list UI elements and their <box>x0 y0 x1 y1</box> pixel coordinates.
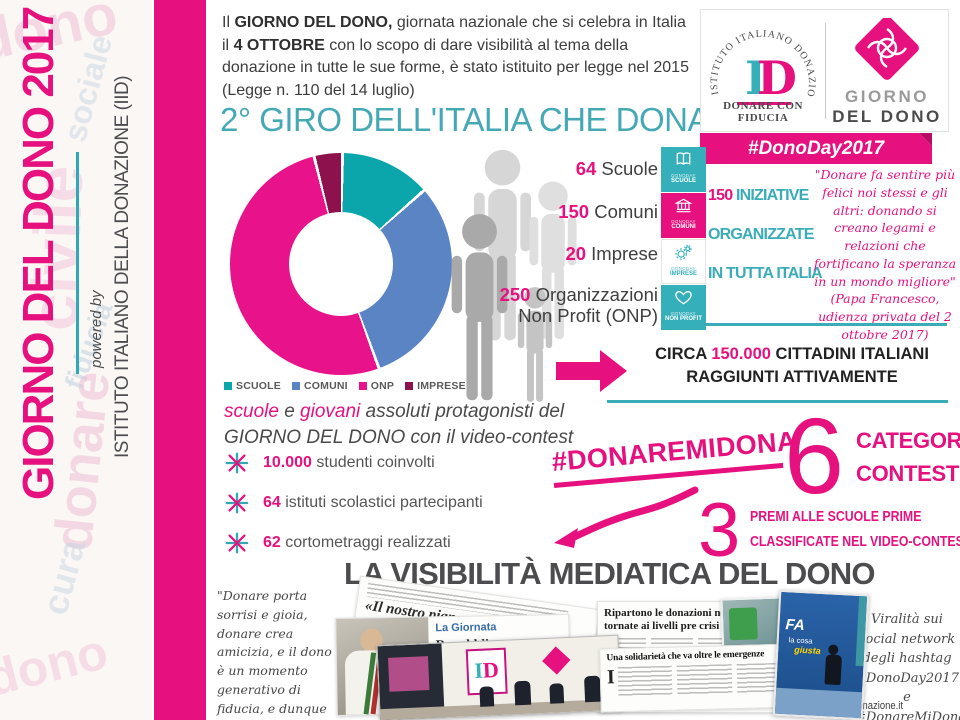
bullet-cortometraggi: 62 cortometraggi realizzati <box>224 530 451 556</box>
heart-icon <box>675 291 692 305</box>
donoday-ribbon: #DonoDay2017 <box>700 133 932 164</box>
iid-tagline: DONARE CON FIDUCIA <box>723 99 803 124</box>
iid-logo-icon: ISTITUTO ITALIANO DONAZIONE I D <box>697 4 816 105</box>
legend-swatch <box>291 382 300 390</box>
star-bullet-icon <box>225 492 249 514</box>
gdd-logo-line1: GIORNO <box>845 87 929 106</box>
badge-imprese: DONODAY IMPRESE <box>661 239 706 284</box>
tv-silhouette <box>514 680 532 706</box>
intro-paragraph: Il GIORNO DEL DONO, giornata nazionale c… <box>222 14 689 99</box>
gdd-diamond-icon <box>855 16 919 80</box>
gdd-backdrop-diamond <box>542 646 571 675</box>
watermark-word: dono <box>0 623 114 707</box>
hashtag-donaremidona: #DONAREMIDONA <box>550 426 798 488</box>
legend-item: IMPRESE <box>405 380 466 392</box>
curved-arrow-icon <box>554 486 699 548</box>
donut-chart-hole <box>289 212 393 316</box>
badge-strip: DONODAY SCUOLE DONODAY COMUNI DONODAY IM… <box>661 147 706 331</box>
premi-line2: CLASSIFICATE NEL VIDEO-CONTEST <box>750 534 960 550</box>
stat-scuole: 64 Scuole <box>575 158 658 179</box>
gdd-logo-line2: DEL DONO <box>832 107 942 126</box>
star-bullet-icon <box>225 532 249 554</box>
stat-onp: 250 Organizzazioni Non Profit (ONP) <box>499 284 658 326</box>
tv-graphic <box>728 607 758 641</box>
contest-number-6: 6 <box>784 395 845 516</box>
drop-cap: I <box>606 666 616 689</box>
social-virality-note: Viralità sui social network degli hashta… <box>855 612 960 720</box>
right-arrow-icon <box>600 350 627 392</box>
contest-label-contest: CONTEST <box>856 461 960 486</box>
newspaper-clip-solidarieta: Una solidarietà che va oltre le emergenz… <box>599 643 799 713</box>
mattarella-quote: "Donare porta sorrisi e gioia, donare cr… <box>217 588 332 720</box>
ribbon-fold <box>919 133 932 146</box>
iid-logo: ISTITUTO ITALIANO DONAZIONE I D DONARE C… <box>697 4 825 130</box>
sidebar-title: GIORNO DEL DONO 2017 <box>14 7 63 500</box>
badge-comuni: DONODAY COMUNI <box>661 193 706 238</box>
bullet-studenti: 10.000 studenti coinvolti <box>224 450 435 476</box>
book-icon <box>676 152 691 166</box>
tv-screenshot-id-studio: ID <box>376 634 622 720</box>
svg-text:D: D <box>757 51 797 105</box>
separator-line <box>607 400 948 403</box>
legend-swatch <box>224 382 232 390</box>
badge-nonprofit: DONODAY NON PROFIT <box>661 285 706 330</box>
page-title: 2° GIRO DELL'ITALIA CHE DONA <box>220 101 710 138</box>
tv-person <box>828 644 839 655</box>
premi-line1: PREMI ALLE SCUOLE PRIME <box>750 509 922 525</box>
gdd-logo: GIORNO DEL DONO <box>826 14 948 127</box>
bullet-istituti: 64 istituti scolastici partecipanti <box>224 490 483 516</box>
sidebar-pink-bar <box>154 0 206 720</box>
gears-icon <box>675 244 692 260</box>
legend-item: COMUNI <box>291 380 348 392</box>
tv-silhouette <box>549 683 565 704</box>
powered-by-label: powered by <box>88 290 105 368</box>
iniziative-block: 150 INIZIATIVE ORGANIZZATE IN TUTTA ITAL… <box>708 187 823 282</box>
right-arrow-icon <box>556 362 600 380</box>
legend-swatch <box>405 382 414 390</box>
star-bullet-icon <box>225 452 249 474</box>
tv-silhouette <box>479 686 495 707</box>
video-contest-subtitle: scuole e giovani assoluti protagonisti d… <box>224 401 574 448</box>
bank-icon <box>674 198 693 213</box>
sidebar-divider-line <box>76 152 79 374</box>
premi-number-3: 3 <box>698 488 741 573</box>
separator-line <box>700 323 947 326</box>
stat-imprese: 20 Imprese <box>565 243 658 264</box>
legend-swatch <box>358 382 367 390</box>
logo-box: ISTITUTO ITALIANO DONAZIONE I D DONARE C… <box>697 4 949 132</box>
chart-legend: SCUOLE COMUNI ONP IMPRESE <box>224 380 466 392</box>
contest-label-categorie: CATEGORIE <box>856 428 960 453</box>
svg-text:I: I <box>745 51 767 105</box>
legend-item: SCUOLE <box>224 380 281 392</box>
papa-francesco-quote: "Donare fa sentire più felici noi stessi… <box>813 167 957 342</box>
badge-scuole: DONODAY SCUOLE <box>661 147 706 192</box>
logo-divider <box>825 22 826 119</box>
stat-comuni: 150 Comuni <box>558 201 658 222</box>
clip-label: La Giornata <box>435 621 497 635</box>
reach-statement: CIRCA 150.000 CITTADINI ITALIANI RAGGIUN… <box>655 345 929 386</box>
sidebar-org-label: ISTITUTO ITALIANO DELLA DONAZIONE (IID) <box>112 75 133 458</box>
tv-silhouette <box>584 675 602 703</box>
legend-item: ONP <box>358 380 394 392</box>
newsprint-columns <box>617 662 792 698</box>
tv-screenshot-fa-la-cosa-giusta: FA la cosa giusta <box>772 589 870 720</box>
